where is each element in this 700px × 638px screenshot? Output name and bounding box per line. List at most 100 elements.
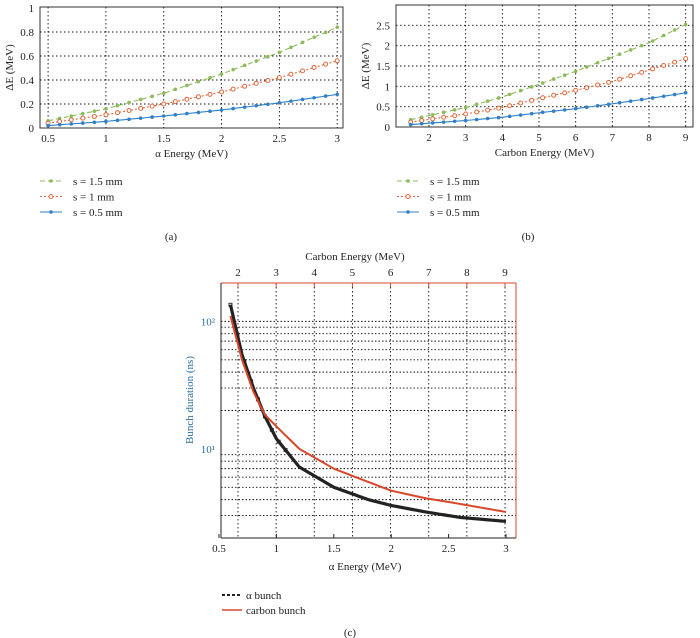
legend-label: s = 0.5 mm [73, 207, 123, 219]
data-point [584, 85, 590, 91]
data-point [323, 30, 328, 35]
data-point [573, 106, 578, 111]
legend-item: s = 0.5 mm [40, 207, 123, 219]
series-s-1-mm [408, 56, 689, 125]
data-point [104, 119, 108, 124]
data-point [639, 43, 644, 48]
data-point [80, 111, 85, 116]
data-point [573, 87, 579, 93]
data-point [529, 85, 534, 89]
legend-item: α bunch [222, 590, 282, 602]
data-point [540, 110, 545, 115]
data-point [430, 116, 436, 122]
legend-label: α bunch [246, 590, 282, 602]
x-tick-label: 1.5 [327, 543, 341, 555]
data-point [334, 58, 340, 64]
data-point [80, 121, 85, 125]
data-point [150, 94, 154, 99]
y-tick-label: 1 [29, 3, 35, 15]
data-point [219, 108, 224, 112]
data-point [276, 75, 282, 81]
data-point [650, 66, 656, 72]
x-tick-label: 8 [646, 132, 652, 144]
data-point [463, 105, 468, 110]
data-point [289, 45, 293, 50]
series-line [410, 92, 686, 126]
data-point [507, 92, 512, 97]
x2-tick-label: 3 [273, 267, 279, 279]
series-s-1-mm [45, 58, 340, 126]
x-tick-label: 3 [463, 132, 469, 144]
data-point [266, 102, 270, 107]
data-point [485, 99, 490, 103]
data-point [496, 115, 501, 120]
x2-tick-label: 8 [464, 267, 470, 279]
data-point [228, 302, 233, 307]
data-point [242, 63, 247, 68]
data-point [46, 123, 50, 128]
series-s-0-5-mm [408, 91, 688, 127]
data-point [207, 91, 213, 97]
x-tick-label: 2.5 [442, 543, 456, 555]
data-point [185, 111, 189, 116]
data-point [69, 114, 74, 118]
data-point [617, 76, 623, 82]
series-alpha [228, 302, 507, 523]
caption: (a) [165, 231, 178, 243]
data-point [639, 69, 645, 75]
data-point [474, 109, 480, 115]
y-tick-label: 0.5 [376, 102, 390, 114]
data-point [104, 107, 108, 111]
data-point [300, 97, 305, 102]
y-tick-label: 1 [385, 81, 391, 93]
data-point [518, 113, 523, 117]
data-point [606, 102, 611, 107]
data-point [683, 22, 688, 27]
data-point [184, 96, 190, 102]
data-point [406, 210, 410, 214]
data-point [161, 114, 166, 118]
data-point [161, 91, 166, 95]
x2-tick-label: 7 [426, 267, 432, 279]
data-point [80, 115, 86, 121]
y-tick-label: 2 [385, 41, 391, 53]
x-tick-label: 0.5 [41, 133, 55, 145]
data-point [562, 90, 568, 96]
x2-axis-label: Carbon Energy (MeV) [305, 251, 405, 263]
series-line [410, 58, 686, 123]
data-point [289, 99, 293, 103]
data-point [551, 92, 557, 98]
data-point [672, 92, 677, 97]
data-point [323, 61, 329, 67]
data-point [68, 117, 74, 123]
data-point [419, 121, 424, 126]
x-tick-label: 1 [274, 543, 280, 555]
data-point [149, 103, 155, 109]
data-point [231, 67, 235, 72]
series-line [228, 304, 507, 523]
y-tick-label: 0.8 [20, 27, 34, 39]
series-line [229, 315, 507, 513]
data-point [562, 108, 567, 112]
data-point [48, 194, 54, 199]
series-carbon [229, 315, 507, 513]
data-point [672, 28, 677, 32]
series-s-0-5-mm [46, 92, 340, 128]
data-point [485, 107, 491, 113]
data-point [219, 89, 225, 95]
x-tick-label: 2 [426, 132, 432, 144]
data-point [540, 81, 545, 85]
y-tick-label: 0.2 [20, 99, 34, 111]
series-line [47, 26, 338, 122]
data-point [138, 116, 143, 120]
data-point [265, 77, 271, 83]
legend-label: s = 1 mm [73, 192, 115, 204]
y-axis-label: ΔE (MeV) [4, 44, 16, 91]
data-point [672, 59, 678, 65]
data-point [103, 112, 109, 118]
y-tick-label: 1.5 [376, 61, 390, 73]
data-point [161, 101, 167, 107]
data-point [474, 117, 479, 122]
